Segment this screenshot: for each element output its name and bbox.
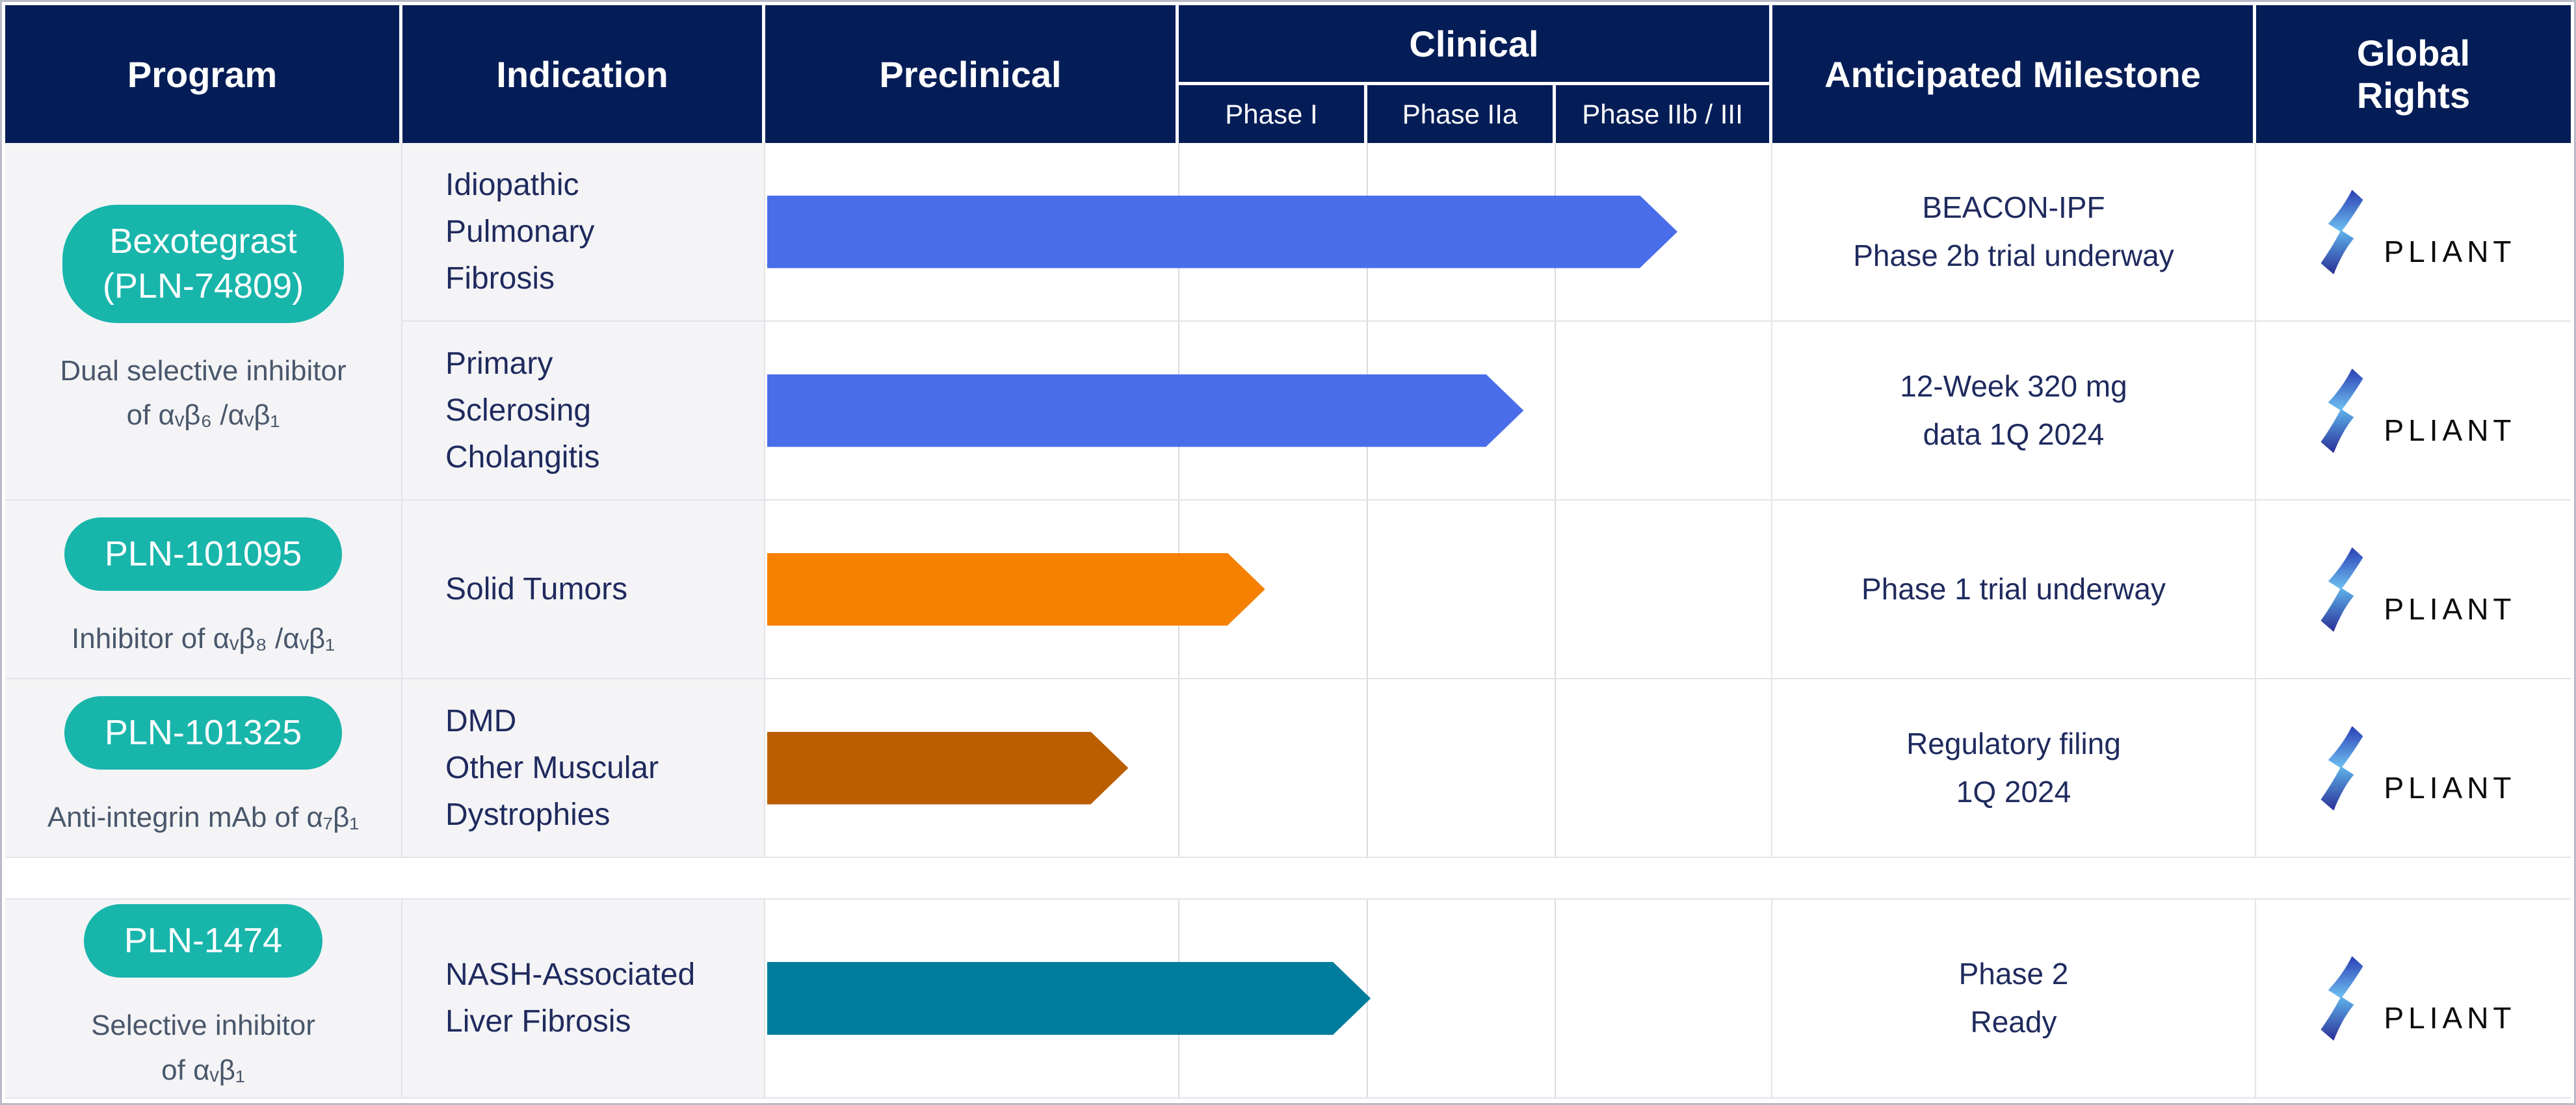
pliant-wordmark: PLIANT	[2384, 592, 2516, 626]
indication-psc: Primary Sclerosing Cholangitis	[402, 322, 765, 500]
pliant-logo: PLIANT	[2311, 956, 2516, 1041]
stage-chart-solid-tumors	[765, 500, 1772, 679]
pliant-logo: PLIANT	[2311, 368, 2516, 453]
stage-chart-psc	[765, 322, 1772, 500]
milestone-ipf: BEACON-IPF Phase 2b trial underway	[1772, 143, 2256, 322]
milestone-psc: 12-Week 320 mg data 1Q 2024	[1772, 322, 2256, 500]
header-preclinical: Preclinical	[765, 5, 1179, 143]
progress-arrow-dmd	[767, 732, 1128, 805]
pliant-logo: PLIANT	[2311, 189, 2516, 274]
global-rights-nash: PLIANT	[2256, 898, 2571, 1098]
phase-gridline	[1555, 900, 1557, 1097]
phase-gridline	[1555, 500, 1557, 678]
pliant-logo-mark	[2320, 547, 2363, 632]
header-global-rights: Global Rights	[2256, 5, 2571, 143]
program-pill-pln101325: PLN-101325	[64, 696, 343, 770]
pipeline-main-table: Bexotegrast (PLN-74809) Dual selective i…	[5, 143, 2571, 858]
indication-solid-tumors: Solid Tumors	[402, 500, 765, 679]
pliant-logo-mark	[2320, 725, 2363, 811]
stage-chart-ipf	[765, 143, 1772, 322]
header-program-label: Program	[127, 53, 278, 95]
pliant-logo-mark	[2320, 189, 2363, 274]
pliant-wordmark: PLIANT	[2384, 234, 2516, 268]
program-description-bexotegrast: Dual selective inhibitor of αᵥβ₆ /αᵥβ₁	[60, 354, 347, 432]
phase-gridline	[1555, 679, 1557, 857]
pliant-wordmark: PLIANT	[2384, 1001, 2516, 1035]
indication-nash: NASH-Associated Liver Fibrosis	[402, 898, 765, 1098]
global-rights-dmd: PLIANT	[2256, 679, 2571, 858]
milestone-dmd: Regulatory filing 1Q 2024	[1772, 679, 2256, 858]
phase-gridline	[1366, 679, 1368, 857]
milestone-solid-tumors: Phase 1 trial underway	[1772, 500, 2256, 679]
program-description-pln101095: Inhibitor of αᵥβ₈ /αᵥβ₁	[72, 622, 335, 655]
stage-chart-dmd	[765, 679, 1772, 858]
header-indication-label: Indication	[496, 53, 668, 95]
pliant-logo: PLIANT	[2311, 725, 2516, 811]
phase-gridline	[1555, 322, 1557, 499]
program-cell-pln101095: PLN-101095 Inhibitor of αᵥβ₈ /αᵥβ₁	[5, 500, 402, 679]
progress-arrow-psc	[767, 374, 1523, 447]
stage-chart-nash	[765, 898, 1772, 1098]
header-indication: Indication	[402, 5, 765, 143]
global-rights-solid-tumors: PLIANT	[2256, 500, 2571, 679]
header-phase-2b-3: Phase IIb / III	[1556, 85, 1769, 143]
milestone-nash: Phase 2 Ready	[1772, 898, 2256, 1098]
progress-arrow-ipf	[767, 196, 1677, 268]
program-pill-pln1474: PLN-1474	[83, 904, 323, 978]
indication-ipf: Idiopathic Pulmonary Fibrosis	[402, 143, 765, 322]
program-description-pln101325: Anti-integrin mAb of α₇β₁	[47, 801, 360, 833]
program-cell-pln101325: PLN-101325 Anti-integrin mAb of α₇β₁	[5, 679, 402, 858]
header-program: Program	[5, 5, 402, 143]
pliant-logo-mark	[2320, 368, 2363, 453]
header-clinical: Clinical	[1179, 5, 1769, 85]
header-clinical-group: Clinical Phase I Phase IIa Phase IIb / I…	[1179, 5, 1772, 143]
phase-gridline	[1178, 679, 1180, 857]
header-phase-1: Phase I	[1179, 85, 1367, 143]
program-cell-bexotegrast: Bexotegrast (PLN-74809) Dual selective i…	[5, 143, 402, 500]
program-cell-pln1474: PLN-1474 Selective inhibitor of αᵥβ₁	[5, 898, 402, 1098]
table-header: Program Indication Preclinical Clinical …	[5, 5, 2571, 143]
global-rights-ipf: PLIANT	[2256, 143, 2571, 322]
pliant-wordmark: PLIANT	[2384, 770, 2516, 805]
header-milestone-label: Anticipated Milestone	[1824, 53, 2201, 95]
header-phase-2a: Phase IIa	[1367, 85, 1556, 143]
header-phase-row: Phase I Phase IIa Phase IIb / III	[1179, 85, 1769, 143]
progress-arrow-solid-tumors	[767, 553, 1265, 626]
progress-arrow-nash	[767, 962, 1371, 1035]
global-rights-psc: PLIANT	[2256, 322, 2571, 500]
phase-gridline	[1366, 500, 1368, 678]
header-preclinical-label: Preclinical	[879, 53, 1062, 95]
pliant-logo: PLIANT	[2311, 547, 2516, 632]
program-pill-bexotegrast: Bexotegrast (PLN-74809)	[62, 204, 345, 323]
pipeline-detached-table: PLN-1474 Selective inhibitor of αᵥβ₁ NAS…	[5, 898, 2571, 1098]
program-description-pln1474: Selective inhibitor of αᵥβ₁	[91, 1009, 315, 1086]
program-pill-pln101095: PLN-101095	[64, 517, 343, 591]
pliant-logo-mark	[2320, 956, 2363, 1041]
pliant-wordmark: PLIANT	[2384, 413, 2516, 447]
indication-dmd: DMD Other Muscular Dystrophies	[402, 679, 765, 858]
header-milestone: Anticipated Milestone	[1772, 5, 2256, 143]
